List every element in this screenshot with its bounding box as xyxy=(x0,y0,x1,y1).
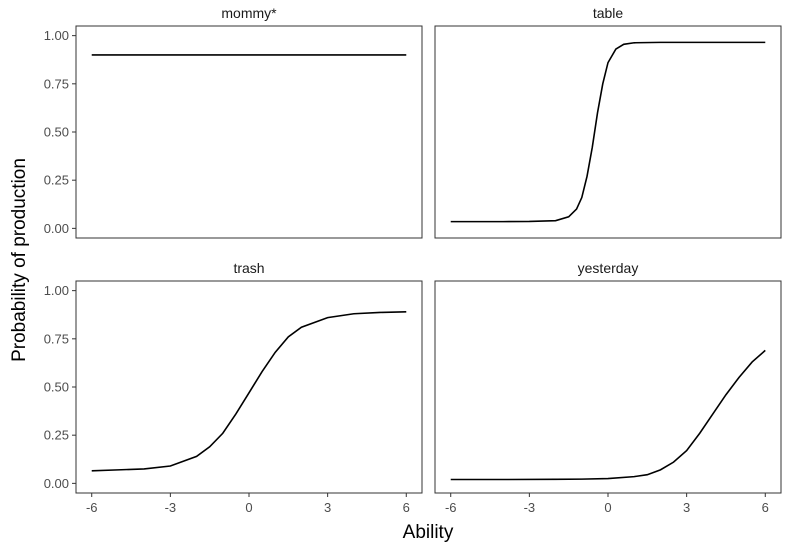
facet-title: trash xyxy=(233,260,264,276)
y-tick-label: 0.25 xyxy=(44,428,69,443)
facet-title: table xyxy=(593,5,624,21)
y-tick-label: 0.50 xyxy=(44,125,69,140)
x-tick-label: 6 xyxy=(403,500,410,515)
panel-border xyxy=(434,25,782,239)
y-tick-label: 0.50 xyxy=(44,380,69,395)
x-tick-label: -3 xyxy=(524,500,536,515)
x-tick-label: 3 xyxy=(324,500,331,515)
probability-curve xyxy=(450,349,766,481)
facet-panel: trash 0.00 0.25 0.50 0.75 1.00 -6 -3 0 3 6 xyxy=(44,260,423,515)
facet-title: yesterday xyxy=(578,260,639,276)
facet-title: mommy* xyxy=(221,5,277,21)
y-tick-label: 0.75 xyxy=(44,76,69,91)
x-tick-label: 0 xyxy=(604,500,611,515)
y-axis-title: Probability of production xyxy=(9,158,30,362)
y-tick-label: 0.00 xyxy=(44,221,69,236)
probability-curve xyxy=(450,41,766,223)
x-tick-label: -3 xyxy=(165,500,177,515)
facet-panel: mommy* 0.00 0.25 0.50 0.75 1.00 xyxy=(44,5,423,239)
panel-border xyxy=(75,25,423,239)
x-tick-label: 6 xyxy=(762,500,769,515)
x-tick-label: -6 xyxy=(86,500,98,515)
panel-border xyxy=(434,280,782,494)
y-tick-label: 0.00 xyxy=(44,476,69,491)
x-tick-label: -6 xyxy=(445,500,457,515)
x-tick-label: 0 xyxy=(245,500,252,515)
facet-panel: yesterday -6 -3 0 3 6 xyxy=(434,260,782,515)
x-tick-label: 3 xyxy=(683,500,690,515)
y-tick-label: 1.00 xyxy=(44,283,69,298)
y-tick-label: 0.25 xyxy=(44,173,69,188)
facet-panel: table xyxy=(434,5,782,239)
y-tick-label: 1.00 xyxy=(44,28,69,43)
probability-curve xyxy=(91,311,407,472)
facet-panels: mommy* 0.00 0.25 0.50 0.75 1.00 table trash 0.00… xyxy=(44,5,782,515)
x-axis-title: Ability xyxy=(403,522,454,543)
y-tick-label: 0.75 xyxy=(44,331,69,346)
